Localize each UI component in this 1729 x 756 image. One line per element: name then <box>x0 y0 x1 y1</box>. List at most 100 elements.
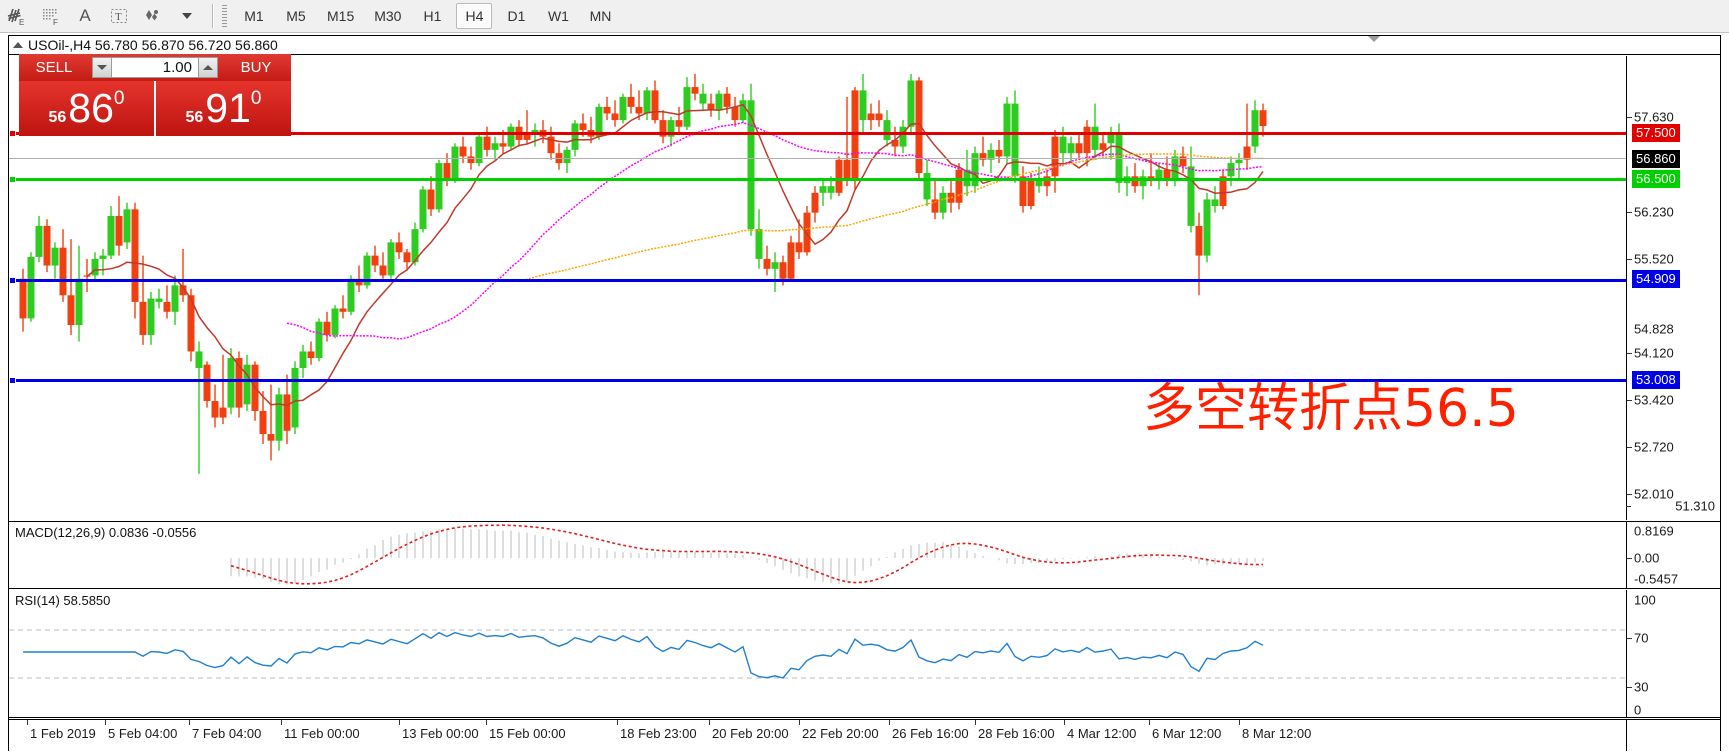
price-tick-51310: 51.310 <box>1675 498 1715 514</box>
time-axis-label: 8 Mar 12:00 <box>1242 726 1312 741</box>
one-click-trading-panel[interactable]: SELL 1.00 BUY 56 86 0 <box>19 54 291 136</box>
rsi-panel: RSI(14) 58.5850 100 70 30 0 <box>9 590 1720 718</box>
symbol-info-bar: USOil-,H4 56.780 56.870 56.720 56.860 <box>9 36 1720 55</box>
time-tick <box>1064 720 1065 725</box>
sell-price-display[interactable]: 56 86 0 <box>19 81 156 136</box>
time-tick <box>889 720 890 725</box>
volume-increment-button[interactable] <box>198 57 218 78</box>
chevron-up-icon <box>203 65 213 70</box>
macd-title: MACD(12,26,9) 0.0836 -0.0556 <box>15 525 197 540</box>
chart-annotation-text[interactable]: 多空转折点56.5 <box>1143 379 1519 439</box>
chevron-down-icon <box>97 65 107 70</box>
macd-tick-min: -0.5457 <box>1634 571 1679 587</box>
volume-input[interactable]: 1.00 <box>112 57 198 78</box>
rsi-axis: 100 70 30 0 <box>1626 590 1720 718</box>
chevron-down-icon[interactable] <box>170 1 204 31</box>
chart-dropdown-icon[interactable] <box>1368 36 1380 42</box>
time-axis-label: 7 Feb 04:00 <box>192 726 262 741</box>
time-axis-label: 22 Feb 20:00 <box>802 726 879 741</box>
time-tick <box>281 720 282 725</box>
timeframe-m5[interactable]: M5 <box>286 8 306 24</box>
buy-button[interactable]: BUY <box>221 54 291 81</box>
text-tool-icon[interactable]: A <box>79 6 91 25</box>
support-line-53008[interactable] <box>9 377 1626 384</box>
price-label-support-1: 54.909 <box>1632 270 1680 288</box>
rsi-series-layer <box>9 629 1626 679</box>
time-tick <box>189 720 190 725</box>
price-tick-55520: 55.520 <box>1634 251 1674 267</box>
time-axis-label: 4 Mar 12:00 <box>1067 726 1137 741</box>
rsi-tick-70: 70 <box>1634 630 1649 646</box>
resistance-line-57500[interactable] <box>9 130 1626 137</box>
macd-plot-area[interactable] <box>9 522 1626 588</box>
timeframe-h4[interactable]: H4 <box>456 3 493 29</box>
time-tick <box>799 720 800 725</box>
time-tick <box>975 720 976 725</box>
grid-icon[interactable]: F <box>34 1 68 31</box>
buy-price-display[interactable]: 56 91 0 <box>156 81 291 136</box>
timeframe-mn[interactable]: MN <box>589 8 612 24</box>
time-axis-label: 15 Feb 00:00 <box>489 726 566 741</box>
rsi-plot-area[interactable] <box>9 590 1626 717</box>
price-label-last: 56.860 <box>1632 150 1680 168</box>
time-axis-label: 11 Feb 00:00 <box>284 726 360 741</box>
volume-control[interactable]: 1.00 <box>89 54 221 81</box>
sell-price-prefix: 56 <box>48 109 67 126</box>
text-label-icon[interactable]: T <box>102 1 136 31</box>
time-tick <box>709 720 710 725</box>
collapse-icon[interactable] <box>13 42 23 48</box>
buy-price-prefix: 56 <box>185 109 204 126</box>
macd-tick-zero: 0.00 <box>1634 550 1660 566</box>
price-tick-56230: 56.230 <box>1634 204 1674 220</box>
price-panel: 57.630 56.230 55.520 54.828 54.120 53.42… <box>9 56 1720 520</box>
time-tick <box>486 720 487 725</box>
pivot-line-56500[interactable] <box>9 176 1626 183</box>
price-label-resistance: 57.500 <box>1632 124 1680 142</box>
price-label-pivot: 56.500 <box>1632 170 1680 188</box>
toolbar-grip[interactable] <box>222 5 227 27</box>
toolbar: E F A T <box>0 0 1729 33</box>
time-tick <box>1149 720 1150 725</box>
toolbar-separator <box>212 4 214 28</box>
timeframe-w1[interactable]: W1 <box>547 8 569 24</box>
symbol-ohlc-text: USOil-,H4 56.780 56.870 56.720 56.860 <box>28 37 278 53</box>
last-price-line <box>9 158 1626 159</box>
time-tick <box>1239 720 1240 725</box>
time-axis-label: 18 Feb 23:00 <box>620 726 697 741</box>
pivot-handle[interactable] <box>9 176 16 183</box>
time-tick <box>27 720 28 725</box>
price-plot-area[interactable] <box>9 56 1626 520</box>
objects-icon[interactable] <box>136 1 170 31</box>
price-tick-52720: 52.720 <box>1634 439 1674 455</box>
timeframe-m1[interactable]: M1 <box>244 8 264 24</box>
rsi-tick-100: 100 <box>1634 592 1656 608</box>
resistance-handle[interactable] <box>9 130 16 137</box>
chart-window: USOil-,H4 56.780 56.870 56.720 56.860 <box>8 35 1721 751</box>
support-handle-2[interactable] <box>9 377 16 384</box>
sell-button[interactable]: SELL <box>19 54 89 81</box>
support-line-54909[interactable] <box>9 277 1626 284</box>
time-axis-label: 6 Mar 12:00 <box>1152 726 1222 741</box>
time-tick <box>105 720 106 725</box>
volume-decrement-button[interactable] <box>92 57 112 78</box>
price-axis[interactable]: 57.630 56.230 55.520 54.828 54.120 53.42… <box>1626 56 1720 520</box>
indicators-icon[interactable]: E <box>0 1 34 31</box>
time-axis-label: 20 Feb 20:00 <box>712 726 789 741</box>
rsi-tick-30: 30 <box>1634 679 1649 695</box>
macd-panel: MACD(12,26,9) 0.0836 -0.0556 0.8169 0.00… <box>9 521 1720 589</box>
time-axis[interactable]: 1 Feb 2019 5 Feb 04:00 7 Feb 04:00 11 Feb 0… <box>9 719 1720 751</box>
svg-text:T: T <box>115 11 122 23</box>
time-axis-label: 28 Feb 16:00 <box>978 726 1055 741</box>
time-axis-label: 1 Feb 2019 <box>30 726 96 741</box>
price-tick-53420: 53.420 <box>1634 392 1674 408</box>
timeframe-m30[interactable]: M30 <box>374 8 402 24</box>
timeframe-d1[interactable]: D1 <box>507 8 526 24</box>
timeframe-m15[interactable]: M15 <box>327 8 355 24</box>
buy-price-point: 0 <box>250 88 262 109</box>
buy-price-main: 91 <box>205 85 251 131</box>
time-tick <box>617 720 618 725</box>
price-tick-54120: 54.120 <box>1634 345 1674 361</box>
timeframe-h1[interactable]: H1 <box>423 8 442 24</box>
support-handle-1[interactable] <box>9 277 16 284</box>
trade-panel-prices: 56 86 0 56 91 0 <box>19 81 291 136</box>
